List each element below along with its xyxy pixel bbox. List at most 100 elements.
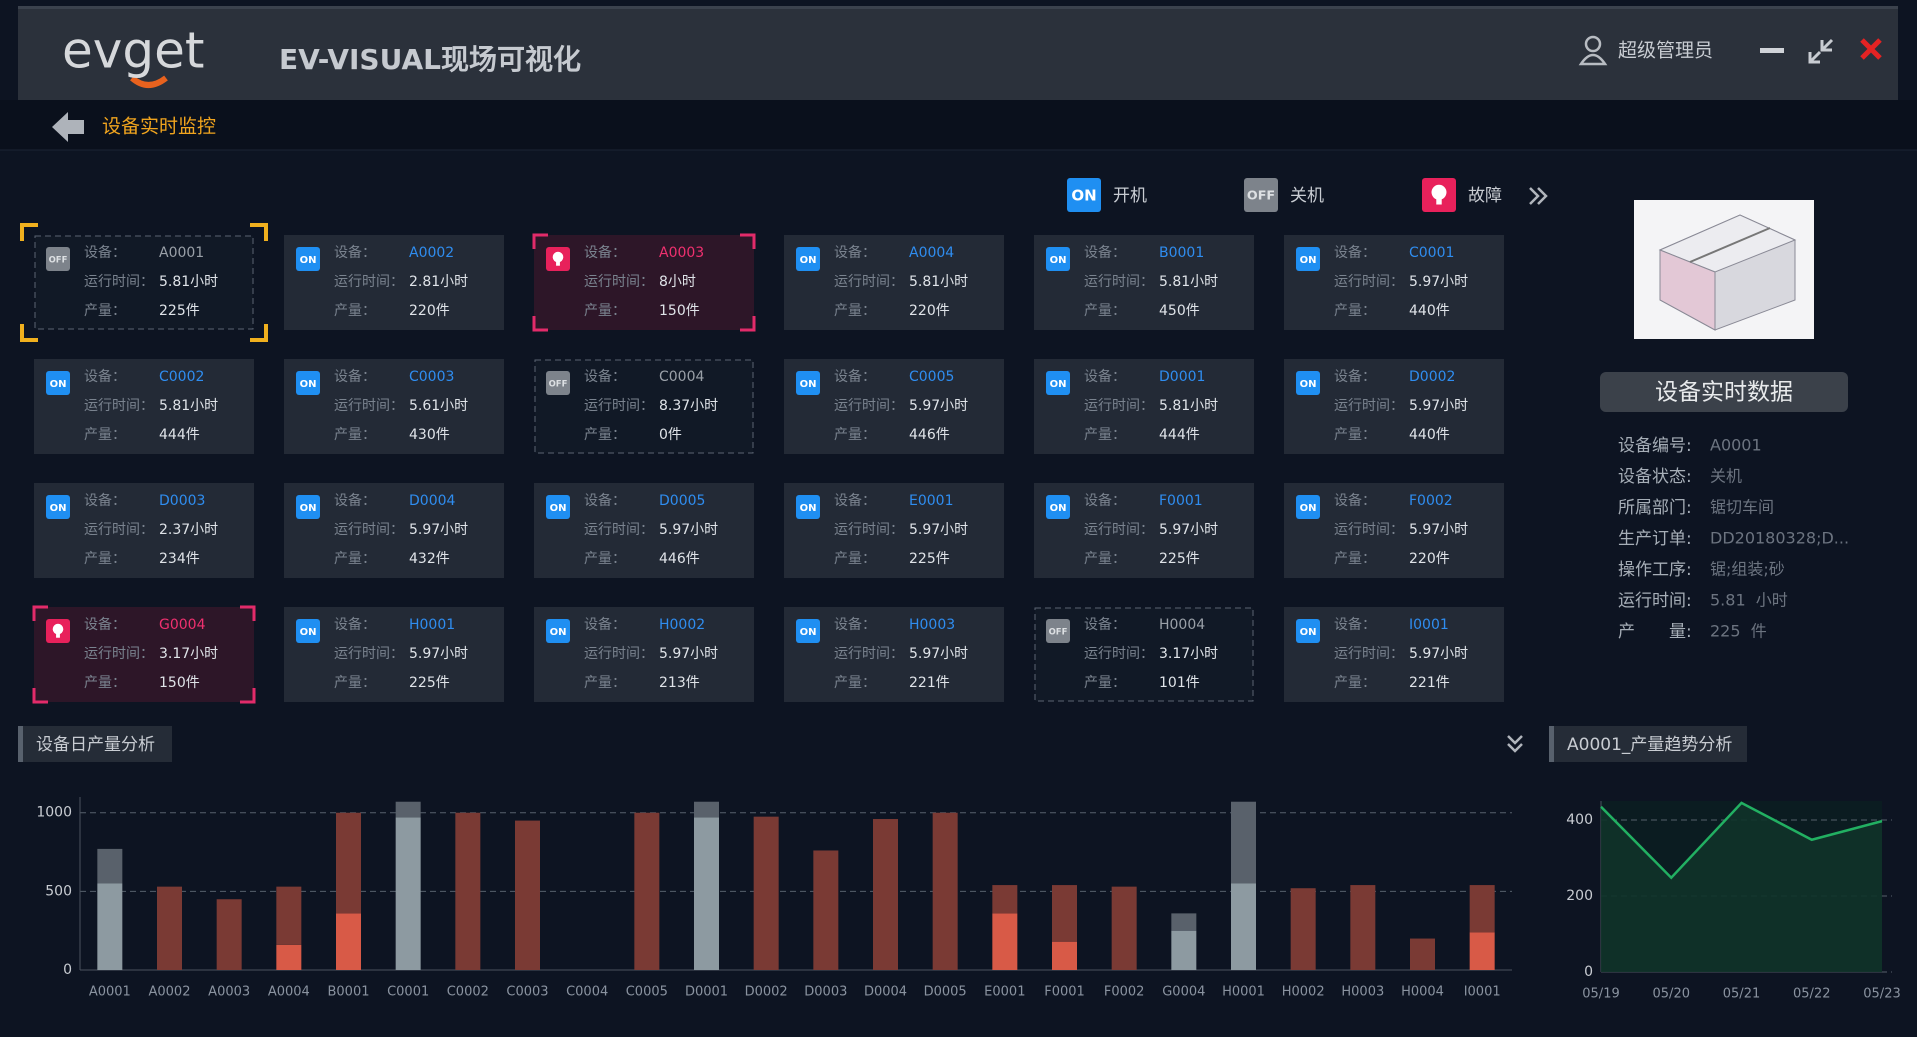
badge-on [46, 495, 70, 519]
card-corners [20, 223, 268, 342]
device-card[interactable] [784, 235, 1004, 330]
bar-segment [276, 886, 302, 945]
bar-segment [395, 817, 421, 970]
device-card[interactable] [1284, 359, 1504, 454]
card-label: 产量： [334, 675, 376, 691]
card-label: 运行时间： [584, 398, 654, 414]
x-tick-label: H0002 [1282, 985, 1325, 1000]
card-label: 产量： [334, 303, 376, 319]
card-label: 产量： [1084, 303, 1126, 319]
card-value: 5.81小时 [159, 398, 218, 414]
card-label: 产量： [1084, 551, 1126, 567]
badge-on [296, 247, 320, 271]
x-tick-label: C0005 [626, 985, 668, 1000]
chart-title: 设备日产量分析 [36, 735, 155, 755]
device-card[interactable] [784, 607, 1004, 702]
bar-segment [634, 812, 660, 970]
card-label: 设备： [1334, 492, 1376, 509]
badge-on [1046, 371, 1070, 395]
badge-text: ON [1050, 503, 1067, 514]
minimize-button[interactable] [1760, 48, 1784, 53]
detail-button[interactable] [1600, 372, 1848, 412]
bar-segment [1231, 801, 1256, 884]
x-tick-label: 05/20 [1653, 987, 1690, 1002]
card-corners [32, 605, 256, 704]
device-card[interactable] [1034, 359, 1254, 454]
device-card[interactable] [1284, 607, 1504, 702]
device-card[interactable] [1034, 607, 1254, 702]
card-value: D0002 [1409, 369, 1455, 385]
badge-on [1296, 247, 1320, 271]
bar-segment [753, 816, 779, 970]
card-label: 运行时间： [1084, 274, 1154, 290]
device-card[interactable] [34, 235, 254, 330]
bar-segment [992, 885, 1018, 914]
bar-segment [1111, 886, 1137, 970]
chart-tab-accent [1549, 726, 1554, 762]
device-card[interactable] [284, 235, 504, 330]
card-value: H0001 [409, 617, 455, 633]
card-label: 产量： [84, 551, 126, 567]
machine-rail [1689, 227, 1771, 263]
device-card[interactable] [1284, 483, 1504, 578]
card-label: 设备： [834, 368, 876, 385]
collapse-icon[interactable] [1507, 735, 1523, 753]
device-card[interactable] [534, 359, 754, 454]
card-value: 225件 [1159, 551, 1200, 567]
detail-label: 设备编号: [1618, 436, 1692, 456]
badge-text: OFF [1247, 189, 1275, 204]
x-tick-label: H0001 [1222, 985, 1265, 1000]
breadcrumb: 设备实时监控 [102, 116, 216, 138]
close-button[interactable] [1860, 38, 1882, 60]
card-value: 5.97小时 [409, 646, 468, 662]
device-card[interactable] [34, 359, 254, 454]
card-label: 设备： [834, 244, 876, 261]
device-card[interactable] [284, 483, 504, 578]
bar-segment [1350, 885, 1376, 970]
device-card[interactable] [34, 483, 254, 578]
card-value: F0002 [1409, 493, 1453, 509]
detail-value: 关机 [1710, 467, 1742, 486]
device-card[interactable] [534, 607, 754, 702]
device-card[interactable] [784, 359, 1004, 454]
device-card[interactable] [284, 359, 504, 454]
badge-on [796, 495, 820, 519]
card-value: B0001 [1159, 245, 1204, 261]
device-card[interactable] [34, 607, 254, 702]
restore-button[interactable] [1808, 38, 1834, 64]
x-tick-label: C0004 [566, 985, 608, 1000]
card-label: 运行时间： [1334, 646, 1404, 662]
device-card[interactable] [534, 483, 754, 578]
card-value: H0003 [909, 617, 955, 633]
detail-value: 5.81 小时 [1710, 591, 1788, 610]
bulb [1431, 184, 1447, 200]
back-button[interactable] [52, 112, 84, 142]
card-label: 设备： [84, 368, 126, 385]
card-value: 221件 [909, 675, 950, 691]
badge-text: OFF [49, 256, 68, 266]
x-tick-label: D0001 [685, 985, 728, 1000]
x-tick-label: C0001 [387, 985, 429, 1000]
card-value: 5.97小时 [1409, 398, 1468, 414]
card-value: 5.61小时 [409, 398, 468, 414]
card-label: 运行时间： [584, 522, 654, 538]
bar-segment [395, 801, 421, 818]
x-tick-label: 05/23 [1863, 987, 1900, 1002]
user-name[interactable]: 超级管理员 [1618, 40, 1713, 62]
card-value: 5.81小时 [909, 274, 968, 290]
card-label: 运行时间： [1334, 398, 1404, 414]
legend-expand[interactable] [1529, 187, 1548, 205]
device-card[interactable] [1034, 483, 1254, 578]
device-card[interactable] [1034, 235, 1254, 330]
chart-tab [18, 726, 172, 762]
card-label: 运行时间： [84, 646, 154, 662]
badge-text: ON [1050, 379, 1067, 390]
card-label: 设备： [1084, 492, 1126, 509]
device-card[interactable] [284, 607, 504, 702]
device-card[interactable] [534, 235, 754, 330]
card-label: 产量： [584, 427, 626, 443]
detail-label: 运行时间: [1618, 591, 1692, 611]
device-card[interactable] [1284, 235, 1504, 330]
card-label: 设备： [1084, 368, 1126, 385]
device-card[interactable] [784, 483, 1004, 578]
